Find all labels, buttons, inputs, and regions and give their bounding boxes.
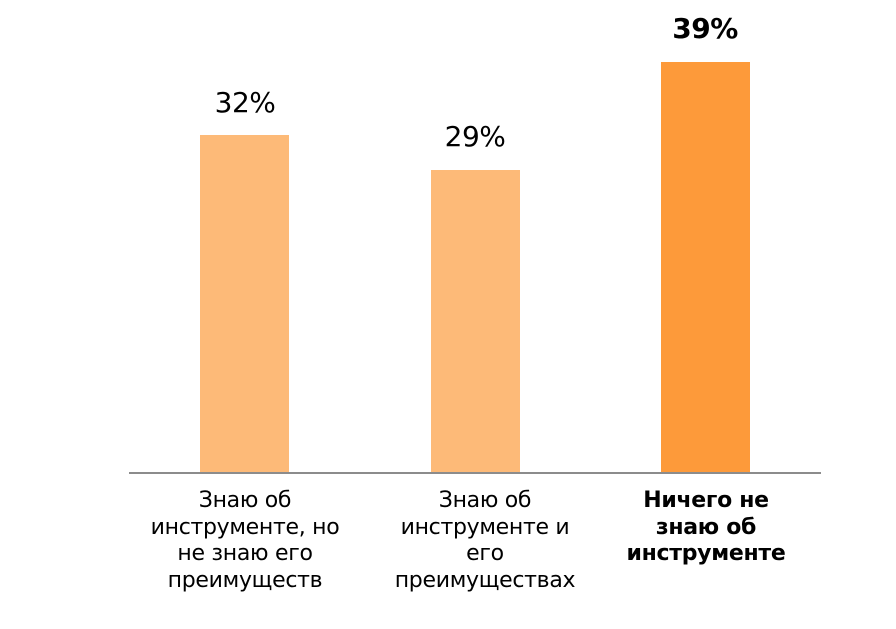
value-label-2: 29% [444,120,506,153]
category-label-line: не знаю его [177,541,313,566]
category-label-line: преимуществах [394,567,576,593]
category-label-line: преимуществ [167,567,323,593]
bar-2 [431,170,520,473]
category-label-line: его [466,541,504,566]
bar-1 [200,135,289,473]
category-label-line: инструменте и [400,514,570,540]
value-label-1: 32% [214,86,276,119]
value-label-3: 39% [672,12,738,45]
category-label-line: Знаю об [438,488,532,513]
bar-3 [661,62,750,473]
category-label-line: инструменте [626,541,786,566]
category-label-line: Ничего не [643,488,769,513]
category-label-line: инструменте, но [150,514,340,540]
x-axis-line [129,472,821,474]
category-label-line: знаю об [655,514,757,540]
category-label-1: Знаю об инструменте, но не знаю его преи… [130,488,360,594]
category-label-line: Знаю об [198,488,292,513]
category-label-2: Знаю об инструменте и его преимуществах [370,488,600,594]
category-label-3: Ничего не знаю об инструменте [591,488,821,568]
